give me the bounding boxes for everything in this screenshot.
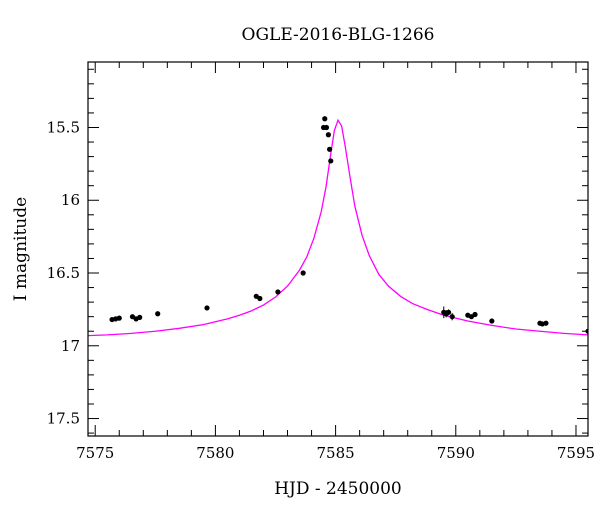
data-point	[326, 146, 333, 152]
x-tick-label: 7595	[557, 444, 595, 462]
x-tick-label: 7585	[317, 444, 355, 462]
data-point	[323, 124, 330, 131]
data-point	[257, 295, 263, 302]
data-point	[300, 270, 306, 276]
axis-ticks	[88, 62, 588, 436]
axis-tick-labels: 7575 7580 7585 7590 7595 15.5 16 16.5 17 17.5	[47, 118, 595, 462]
data-point	[489, 318, 495, 324]
data-point	[204, 305, 210, 311]
y-tick-label: 16.5	[47, 264, 80, 282]
data-point	[116, 315, 122, 321]
y-tick-label: 16	[61, 191, 80, 209]
data-point	[137, 314, 143, 320]
plot-frame	[87, 61, 589, 437]
chart-title: OGLE-2016-BLG-1266	[242, 25, 435, 45]
data-point	[155, 311, 161, 317]
data-point	[322, 116, 328, 122]
y-tick-label: 17	[61, 337, 80, 355]
data-point	[543, 320, 549, 326]
data-point	[275, 289, 281, 295]
data-point	[328, 158, 334, 164]
x-tick-label: 7575	[76, 444, 114, 462]
model-curve	[88, 118, 588, 337]
data-points	[109, 116, 588, 334]
y-tick-label: 17.5	[47, 410, 80, 428]
data-point	[445, 309, 452, 315]
y-tick-label: 15.5	[47, 118, 80, 136]
data-point	[472, 311, 478, 318]
data-point	[325, 132, 331, 138]
data-point	[449, 314, 455, 320]
data-point	[585, 328, 588, 334]
x-tick-label: 7590	[437, 444, 475, 462]
y-axis-label: I magnitude	[11, 197, 31, 301]
x-axis-label: HJD - 2450000	[274, 479, 402, 499]
x-tick-label: 7580	[196, 444, 234, 462]
